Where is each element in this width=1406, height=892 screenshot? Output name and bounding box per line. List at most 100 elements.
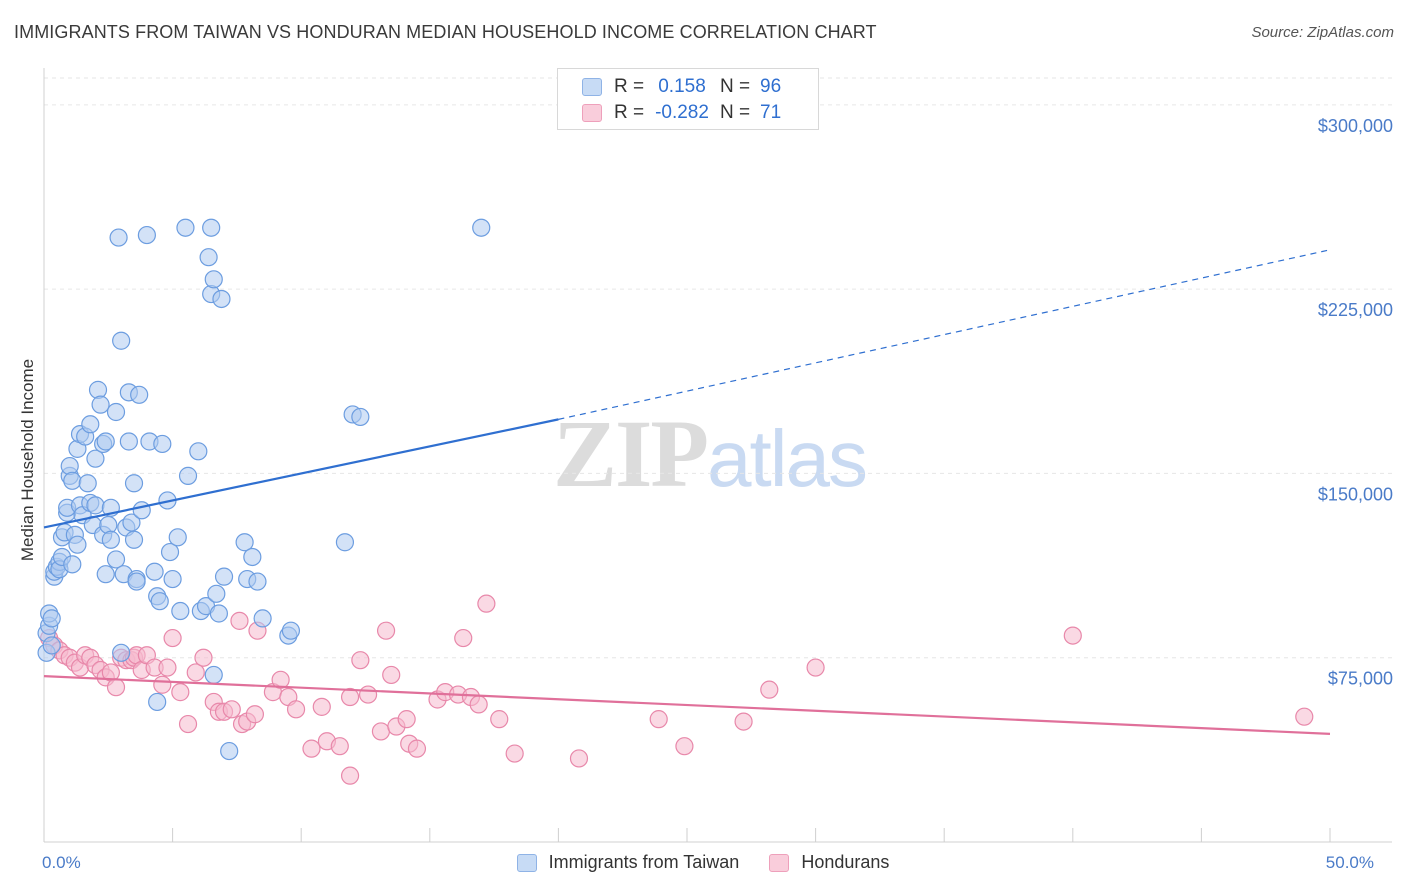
point-honduran xyxy=(186,663,205,682)
point-honduran xyxy=(358,685,378,704)
legend-label-hondurans: Hondurans xyxy=(801,852,890,872)
point-honduran xyxy=(330,737,349,756)
point-honduran xyxy=(222,700,241,719)
point-honduran xyxy=(245,705,265,724)
point-honduran xyxy=(271,670,290,689)
point-taiwan xyxy=(199,248,218,267)
point-honduran xyxy=(312,697,331,716)
x-tick-label-min: 0.0% xyxy=(42,853,81,872)
point-honduran xyxy=(371,722,391,741)
point-honduran xyxy=(340,766,360,785)
r-value: 0.158 xyxy=(658,76,706,97)
point-honduran xyxy=(407,739,427,758)
r-label: R = xyxy=(614,76,645,97)
point-honduran xyxy=(230,611,249,630)
point-honduran xyxy=(760,680,779,699)
point-honduran xyxy=(106,678,126,697)
point-taiwan xyxy=(63,555,82,574)
point-honduran xyxy=(376,621,396,640)
point-taiwan xyxy=(124,530,144,549)
point-honduran xyxy=(505,744,524,763)
point-honduran xyxy=(286,700,306,719)
point-taiwan xyxy=(68,535,87,554)
x-tick-label-max: 50.0% xyxy=(1325,853,1374,872)
y-tick-label: $150,000 xyxy=(1318,484,1393,504)
point-taiwan xyxy=(112,331,131,350)
point-taiwan xyxy=(168,528,187,547)
point-honduran xyxy=(153,675,172,694)
point-taiwan xyxy=(248,572,267,591)
watermark-zip: ZIP xyxy=(553,400,709,507)
point-taiwan xyxy=(106,550,126,569)
point-taiwan xyxy=(214,567,234,586)
legend-item-taiwan[interactable]: Immigrants from Taiwan xyxy=(516,852,740,873)
point-taiwan xyxy=(60,456,79,476)
point-taiwan xyxy=(176,218,195,237)
legend-label-taiwan: Immigrants from Taiwan xyxy=(548,852,740,872)
point-honduran xyxy=(454,628,473,648)
point-taiwan xyxy=(178,466,198,485)
point-taiwan xyxy=(171,601,190,621)
point-taiwan xyxy=(99,515,118,535)
point-honduran xyxy=(351,651,370,670)
stats-row-taiwan: R = 0.158 N = 96 xyxy=(582,75,800,99)
point-taiwan xyxy=(112,643,131,662)
r-value: -0.282 xyxy=(655,102,709,123)
point-taiwan xyxy=(281,621,301,640)
point-honduran xyxy=(382,665,401,685)
n-value: 96 xyxy=(760,76,782,97)
point-taiwan xyxy=(137,225,156,245)
point-honduran xyxy=(340,687,360,707)
legend-swatch-taiwan xyxy=(516,853,537,872)
point-taiwan xyxy=(204,270,223,289)
watermark: ZIPatlas xyxy=(553,398,868,509)
point-taiwan xyxy=(212,289,231,309)
point-taiwan xyxy=(42,609,61,628)
chart-title: IMMIGRANTS FROM TAIWAN VS HONDURAN MEDIA… xyxy=(14,22,877,42)
point-taiwan xyxy=(96,432,115,451)
point-honduran xyxy=(158,658,177,677)
point-honduran xyxy=(490,710,509,729)
n-label: N = xyxy=(720,102,751,123)
point-taiwan xyxy=(127,572,146,591)
stats-row-hondurans: R = -0.282 N = 71 xyxy=(582,101,800,125)
point-taiwan xyxy=(86,496,105,515)
point-taiwan xyxy=(235,533,254,552)
point-honduran xyxy=(477,594,496,613)
y-tick-label: $75,000 xyxy=(1328,669,1393,689)
point-honduran xyxy=(1295,707,1314,726)
trend-line-taiwan-extension xyxy=(558,249,1331,420)
point-taiwan xyxy=(132,501,151,520)
point-honduran xyxy=(302,739,321,758)
point-honduran xyxy=(397,710,416,729)
point-taiwan xyxy=(243,547,262,567)
point-taiwan xyxy=(86,449,105,468)
point-taiwan xyxy=(207,584,226,603)
point-taiwan xyxy=(160,542,180,562)
trend-line-taiwan xyxy=(43,418,559,529)
legend-item-hondurans[interactable]: Hondurans xyxy=(769,852,889,873)
source-label: Source: ZipAtlas.com xyxy=(1251,24,1394,41)
point-honduran xyxy=(1063,626,1082,645)
point-honduran xyxy=(569,749,589,768)
point-taiwan xyxy=(106,402,126,422)
point-honduran xyxy=(734,712,753,731)
point-taiwan xyxy=(253,609,272,628)
point-honduran xyxy=(171,683,190,702)
point-taiwan xyxy=(130,385,149,404)
n-value: 71 xyxy=(760,102,782,123)
point-honduran xyxy=(163,628,182,648)
watermark-atlas: atlas xyxy=(707,414,868,503)
point-taiwan xyxy=(204,665,223,685)
point-taiwan xyxy=(351,407,370,427)
point-taiwan xyxy=(145,562,164,581)
point-taiwan xyxy=(81,415,100,434)
point-taiwan xyxy=(209,604,228,623)
point-honduran xyxy=(806,658,825,677)
trend-line-hondurans xyxy=(43,675,1331,735)
point-honduran xyxy=(194,648,213,667)
point-honduran xyxy=(469,695,488,714)
point-taiwan xyxy=(109,228,128,247)
point-taiwan xyxy=(63,471,82,490)
